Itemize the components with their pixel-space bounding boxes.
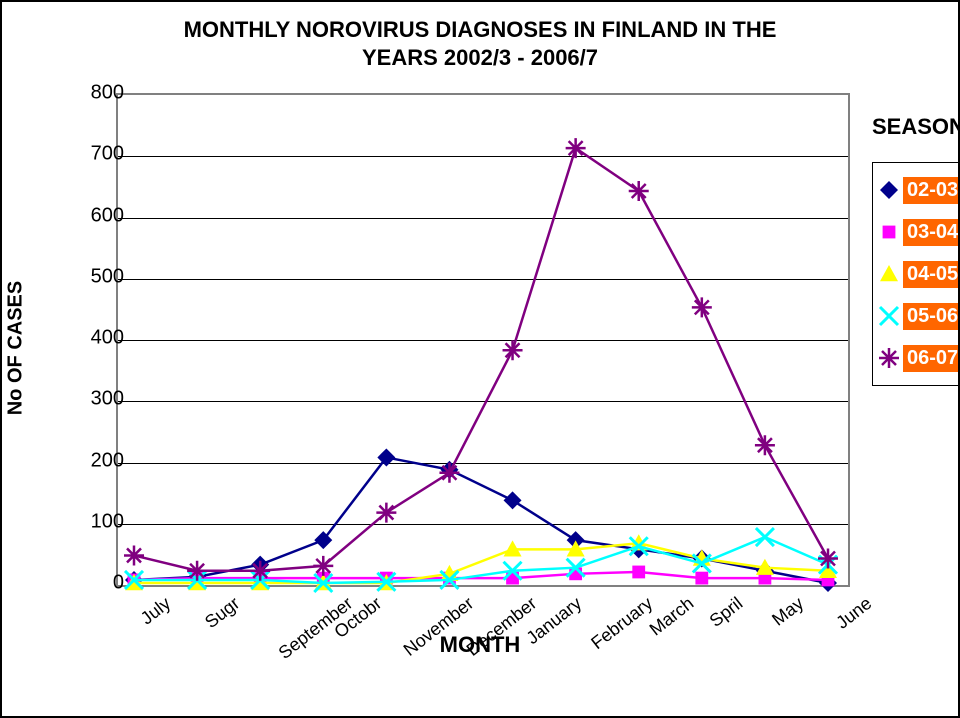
- y-tick-label: 600: [74, 204, 124, 227]
- y-tick-label: 700: [74, 143, 124, 166]
- legend-label: 04-05: [903, 261, 960, 288]
- series-line-s0203: [134, 457, 828, 583]
- series-marker-s0607: [755, 435, 775, 455]
- series-marker-s0607: [439, 463, 459, 483]
- series-marker-s0607: [818, 549, 838, 569]
- legend-item-s0405: 04-05: [875, 253, 960, 295]
- series-marker-s0607: [566, 138, 586, 158]
- chart-title: MONTHLY NOROVIRUS DIAGNOSES IN FINLAND I…: [10, 16, 950, 71]
- legend-marker-icon: [875, 262, 903, 286]
- chart-lines: [116, 93, 846, 583]
- title-line-2: YEARS 2002/3 - 2006/7: [362, 45, 598, 70]
- y-tick-label: 200: [74, 449, 124, 472]
- x-axis-title: MONTH: [2, 632, 958, 658]
- series-marker-s0607: [250, 561, 270, 581]
- y-axis-title-wrap: No OF CASES: [10, 83, 50, 613]
- legend-marker-icon: [875, 220, 903, 244]
- series-marker-s0607: [503, 340, 523, 360]
- legend-title: SEASON: [872, 114, 960, 140]
- series-marker-s0607: [629, 181, 649, 201]
- series-marker-s0607: [124, 545, 144, 565]
- series-marker-s0607: [376, 503, 396, 523]
- y-tick-label: 800: [74, 82, 124, 105]
- legend-item-s0203: 02-03: [875, 169, 960, 211]
- y-tick-label: 500: [74, 265, 124, 288]
- legend-label: 03-04: [903, 219, 960, 246]
- chart-area: No OF CASES JulySugrSeptemberOctobrNovem…: [56, 83, 866, 613]
- series-marker-s0304: [632, 566, 645, 579]
- x-tick-label: Sugr: [201, 593, 244, 633]
- y-tick-label: 400: [74, 327, 124, 350]
- series-marker-s0607: [187, 561, 207, 581]
- legend-box: 02-03 03-04 04-05 05-06 06-07: [872, 162, 960, 386]
- legend-label: 06-07: [903, 345, 960, 372]
- legend-item-s0607: 06-07: [875, 337, 960, 379]
- legend-item-s0304: 03-04: [875, 211, 960, 253]
- y-axis-title: No OF CASES: [5, 281, 28, 415]
- y-tick-label: 300: [74, 388, 124, 411]
- x-tick-label: July: [137, 593, 175, 629]
- legend-marker-icon: [875, 178, 903, 202]
- legend-label: 05-06: [903, 303, 960, 330]
- series-marker-s0607: [692, 297, 712, 317]
- legend-item-s0506: 05-06: [875, 295, 960, 337]
- legend-marker-icon: [875, 346, 903, 370]
- legend: SEASON 02-03 03-04 04-05 05-06 06-07: [872, 114, 960, 386]
- series-line-s0506: [134, 537, 828, 583]
- series-marker-s0506: [756, 528, 774, 546]
- legend-label: 02-03: [903, 177, 960, 204]
- title-line-1: MONTHLY NOROVIRUS DIAGNOSES IN FINLAND I…: [184, 17, 777, 42]
- series-marker-s0304: [695, 572, 708, 585]
- x-tick-label: Spril: [705, 593, 746, 632]
- x-tick-label: May: [768, 593, 808, 630]
- legend-marker-icon: [875, 304, 903, 328]
- y-tick-label: 100: [74, 510, 124, 533]
- y-tick-label: 0: [74, 572, 124, 595]
- series-marker-s0203: [504, 491, 522, 509]
- x-tick-label: June: [832, 593, 876, 634]
- series-line-s0607: [134, 148, 828, 571]
- chart-frame: MONTHLY NOROVIRUS DIAGNOSES IN FINLAND I…: [0, 0, 960, 718]
